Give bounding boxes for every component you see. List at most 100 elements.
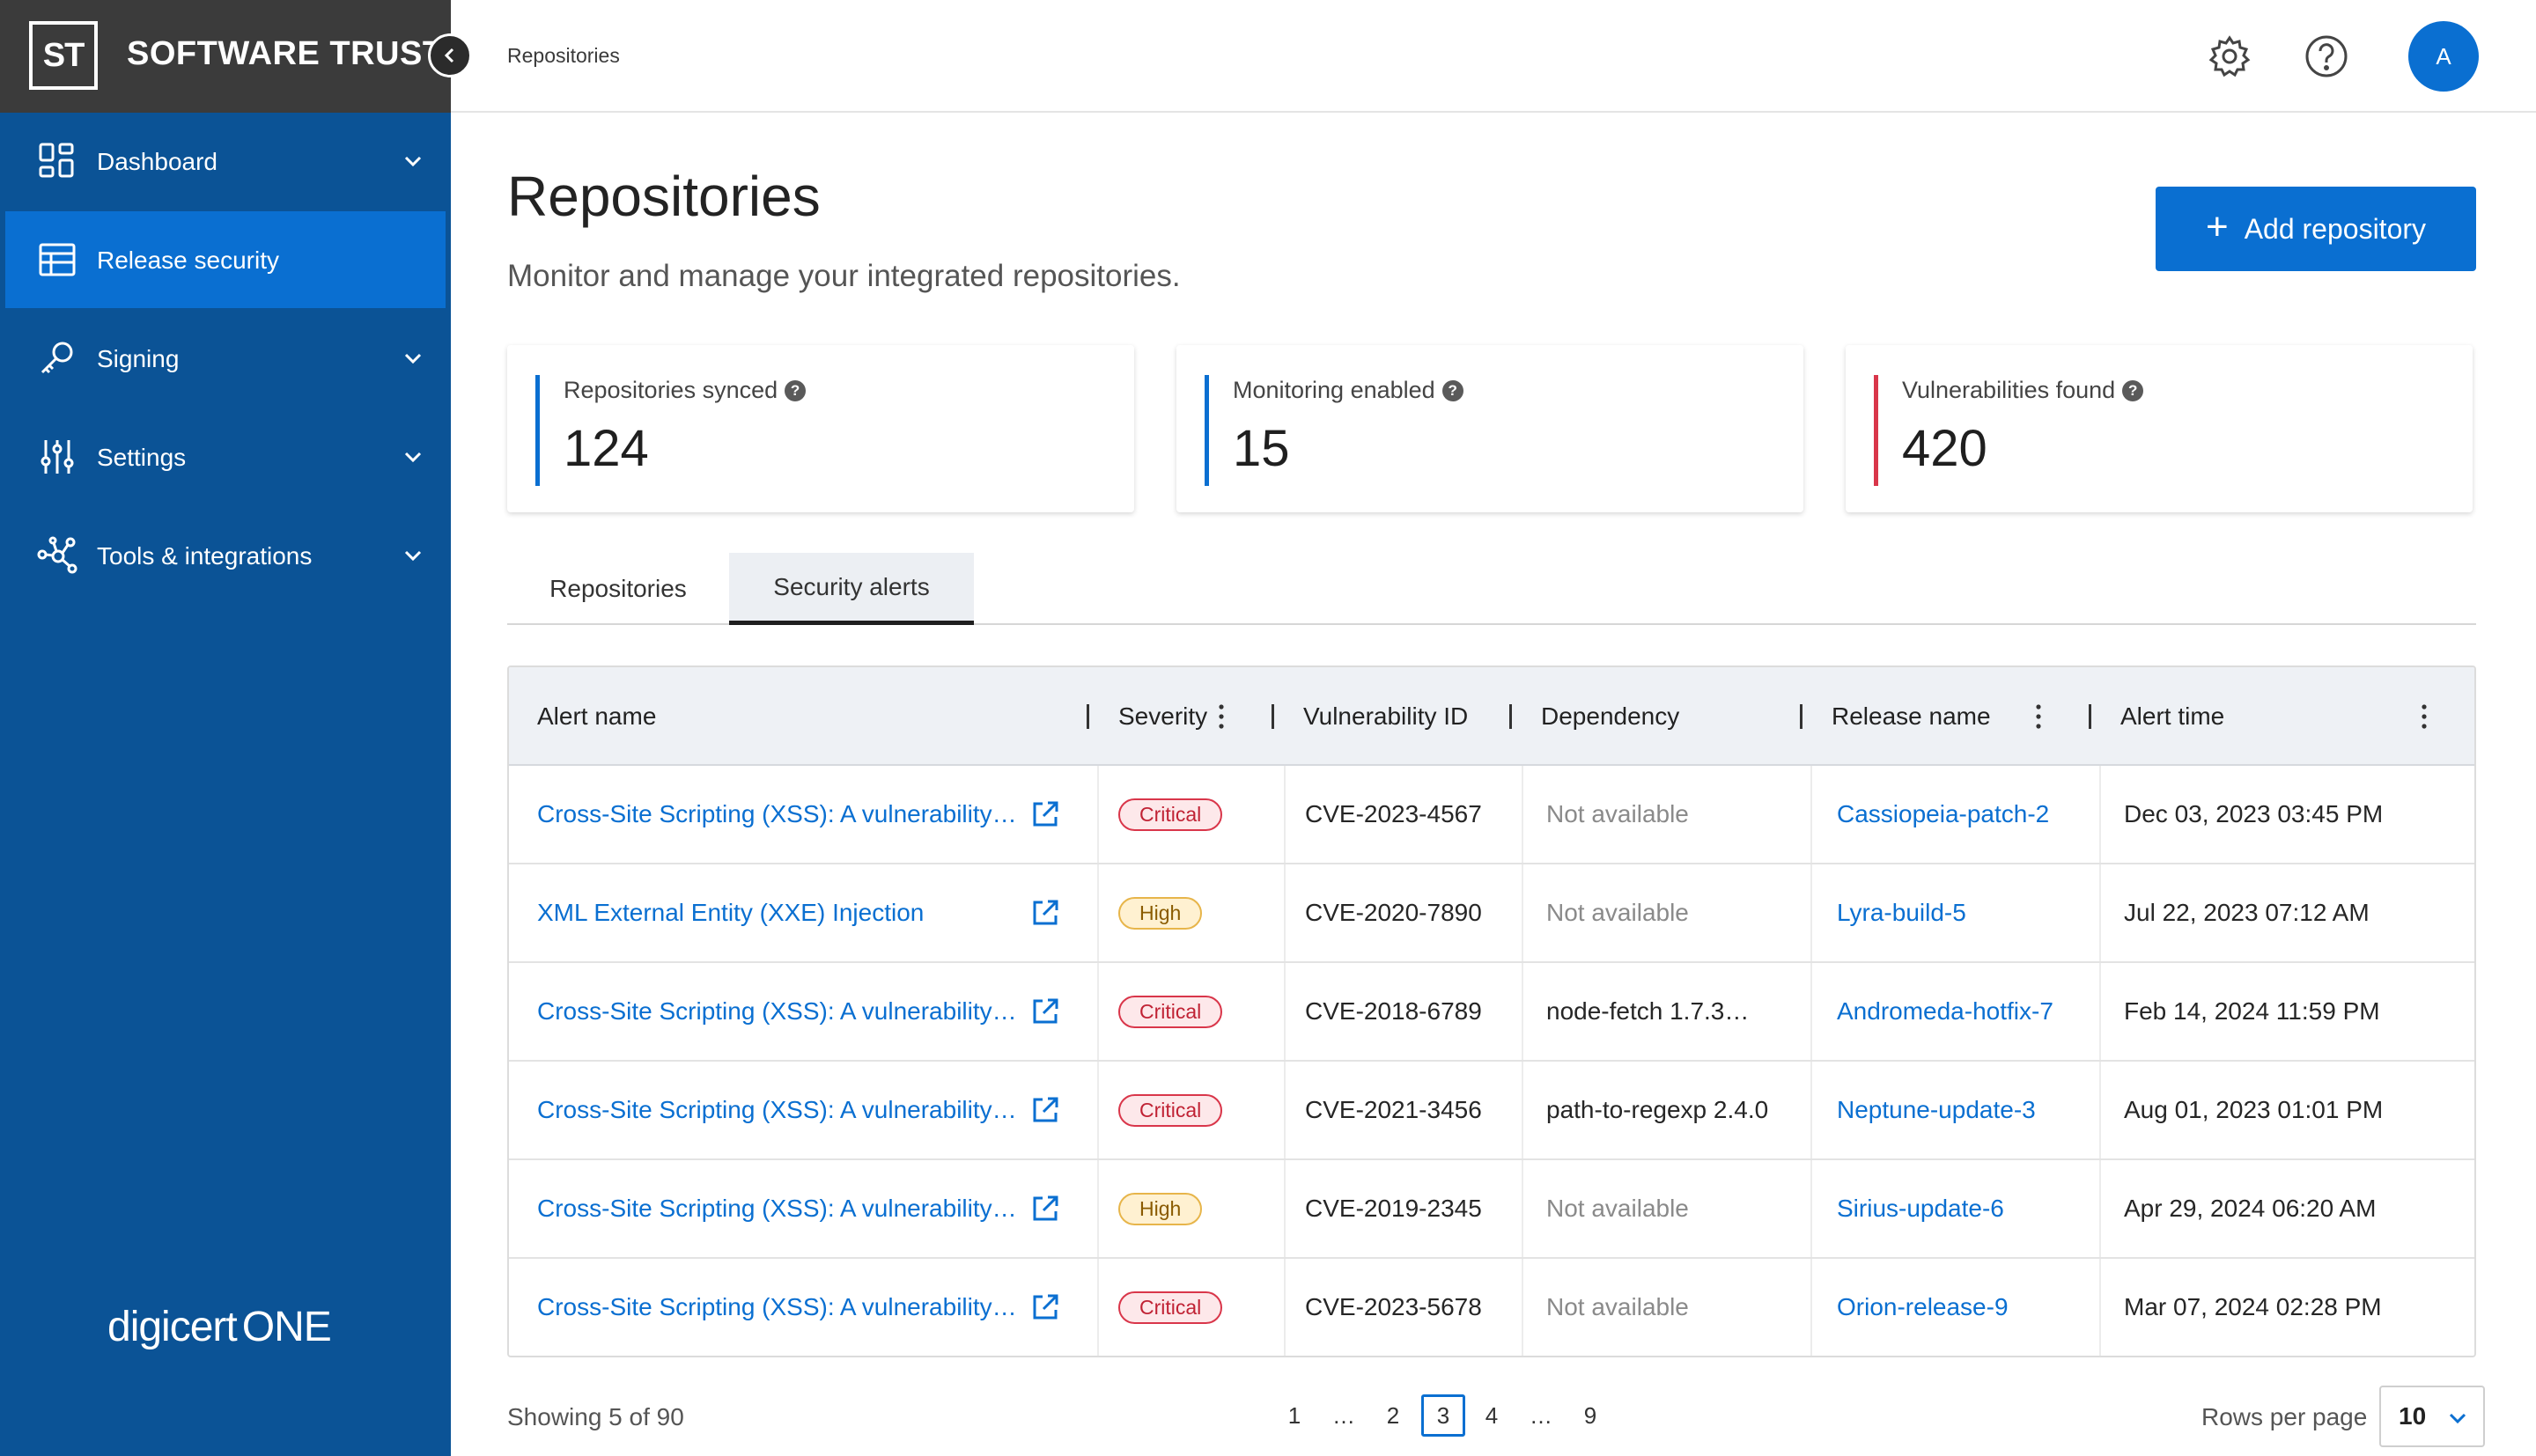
sidebar-item-signing[interactable]: Signing <box>5 310 446 407</box>
rows-per-page-select[interactable]: 10 <box>2379 1386 2485 1447</box>
kebab-menu-icon[interactable] <box>1219 703 1224 730</box>
network-nodes-icon <box>37 536 77 574</box>
table-icon <box>39 243 76 276</box>
page-title: Repositories <box>507 165 821 228</box>
table-row[interactable]: Cross-Site Scripting (XSS): A vulnerabil… <box>509 1160 2474 1259</box>
gear-icon[interactable] <box>2207 33 2252 79</box>
release-name-link[interactable]: Andromeda-hotfix-7 <box>1837 997 2053 1025</box>
page-2[interactable]: 2 <box>1386 1401 1400 1429</box>
vulnerability-id: CVE-2018-6789 <box>1305 997 1482 1025</box>
stat-label-text: Monitoring enabled <box>1233 377 1435 403</box>
external-link-icon[interactable] <box>1030 1292 1060 1322</box>
severity-badge: Critical <box>1118 1291 1223 1324</box>
dependency-value: Not available <box>1546 1293 1689 1320</box>
column-divider <box>1097 1160 1099 1257</box>
chevron-left-icon <box>444 48 454 63</box>
tab-repositories[interactable]: Repositories <box>549 575 687 602</box>
external-link-icon[interactable] <box>1030 1194 1060 1224</box>
tab-bar: Repositories Security alerts <box>507 553 2476 625</box>
collapse-sidebar-button[interactable] <box>428 33 472 77</box>
column-divider <box>1284 1259 1286 1356</box>
table-row[interactable]: XML External Entity (XXE) Injection High C… <box>509 864 2474 963</box>
column-divider <box>1522 864 1523 961</box>
alert-name-link[interactable]: Cross-Site Scripting (XSS): A vulnerabil… <box>537 997 1017 1025</box>
chevron-down-icon <box>404 452 422 463</box>
table-row[interactable]: Cross-Site Scripting (XSS): A vulnerabil… <box>509 1062 2474 1160</box>
alert-name-link[interactable]: XML External Entity (XXE) Injection <box>537 899 925 926</box>
column-resize-handle[interactable] <box>2089 704 2091 729</box>
column-divider <box>2099 1160 2101 1257</box>
alert-time: Jul 22, 2023 07:12 AM <box>2124 899 2370 926</box>
sidebar-item-tools-integrations[interactable]: Tools & integrations <box>5 507 446 604</box>
tab-security-alerts[interactable]: Security alerts <box>729 553 974 625</box>
column-divider <box>1810 864 1812 961</box>
release-name-link[interactable]: Cassiopeia-patch-2 <box>1837 800 2050 827</box>
sidebar-item-label: Signing <box>97 345 180 372</box>
top-bar: Repositories A <box>451 0 2536 113</box>
column-resize-handle[interactable] <box>1509 704 1512 729</box>
alert-name-link[interactable]: Cross-Site Scripting (XSS): A vulnerabil… <box>537 800 1017 827</box>
add-repository-button[interactable]: + Add repository <box>2156 187 2476 271</box>
help-icon[interactable]: ? <box>785 379 807 401</box>
help-circle-icon[interactable] <box>2304 33 2349 79</box>
stat-label: Vulnerabilities found? <box>1902 377 2144 404</box>
column-header-vulnerability-id[interactable]: Vulnerability ID <box>1303 702 1469 730</box>
column-header-release-name[interactable]: Release name <box>1832 702 1991 730</box>
stat-card-vulnerabilities-found: Vulnerabilities found? 420 <box>1846 345 2473 512</box>
alert-name-link[interactable]: Cross-Site Scripting (XSS): A vulnerabil… <box>537 1293 1017 1320</box>
kebab-menu-icon[interactable] <box>2036 703 2041 730</box>
column-divider <box>1284 864 1286 961</box>
external-link-icon[interactable] <box>1030 799 1060 829</box>
column-header-alert-name[interactable]: Alert name <box>537 702 657 730</box>
alert-time: Dec 03, 2023 03:45 PM <box>2124 800 2384 827</box>
external-link-icon[interactable] <box>1030 996 1060 1026</box>
vulnerability-id: CVE-2023-5678 <box>1305 1293 1482 1320</box>
column-divider <box>1522 766 1523 863</box>
external-link-icon[interactable] <box>1030 1095 1060 1125</box>
rows-per-page-label: Rows per page <box>2201 1403 2368 1430</box>
alert-name-link[interactable]: Cross-Site Scripting (XSS): A vulnerabil… <box>537 1096 1017 1123</box>
logo-word: digicert <box>107 1304 238 1350</box>
column-resize-handle[interactable] <box>1800 704 1802 729</box>
logo-suffix: ONE <box>241 1304 332 1350</box>
column-resize-handle[interactable] <box>1087 704 1089 729</box>
alert-time: Aug 01, 2023 01:01 PM <box>2124 1096 2384 1123</box>
sidebar-item-release-security[interactable]: Release security <box>5 211 446 308</box>
column-header-dependency[interactable]: Dependency <box>1541 702 1680 730</box>
sidebar: ST SOFTWARE TRUST Dashboard Release secu… <box>0 0 451 1456</box>
alert-name-link[interactable]: Cross-Site Scripting (XSS): A vulnerabil… <box>537 1195 1017 1222</box>
key-icon <box>41 342 73 374</box>
column-divider <box>1097 864 1099 961</box>
breadcrumb[interactable]: Repositories <box>507 44 620 67</box>
release-name-link[interactable]: Neptune-update-3 <box>1837 1096 2036 1123</box>
column-header-alert-time[interactable]: Alert time <box>2120 702 2225 730</box>
stat-card-repositories-synced: Repositories synced? 124 <box>507 345 1134 512</box>
page-4[interactable]: 4 <box>1485 1401 1499 1429</box>
stat-label-text: Repositories synced <box>564 377 778 403</box>
page-3-current[interactable]: 3 <box>1421 1394 1465 1437</box>
column-resize-handle[interactable] <box>1272 704 1274 729</box>
plus-icon: + <box>2205 205 2229 248</box>
column-divider <box>1522 1062 1523 1158</box>
severity-badge: Critical <box>1118 798 1223 831</box>
chevron-down-icon <box>404 550 422 562</box>
release-name-link[interactable]: Lyra-build-5 <box>1837 899 1966 926</box>
release-name-link[interactable]: Sirius-update-6 <box>1837 1195 2004 1222</box>
external-link-icon[interactable] <box>1030 898 1060 928</box>
help-icon[interactable]: ? <box>1441 379 1463 401</box>
kebab-menu-icon[interactable] <box>2422 703 2427 730</box>
table-row[interactable]: Cross-Site Scripting (XSS): A vulnerabil… <box>509 963 2474 1062</box>
table-row[interactable]: Cross-Site Scripting (XSS): A vulnerabil… <box>509 1259 2474 1356</box>
table-row[interactable]: Cross-Site Scripting (XSS): A vulnerabil… <box>509 766 2474 864</box>
stat-value: 420 <box>1902 420 1987 477</box>
column-header-severity[interactable]: Severity <box>1118 702 1208 730</box>
page-9[interactable]: 9 <box>1583 1401 1597 1429</box>
sidebar-item-dashboard[interactable]: Dashboard <box>5 113 446 210</box>
release-name-link[interactable]: Orion-release-9 <box>1837 1293 2009 1320</box>
sidebar-item-settings[interactable]: Settings <box>5 408 446 505</box>
help-icon[interactable]: ? <box>2122 379 2144 401</box>
sidebar-item-label: Dashboard <box>97 148 217 175</box>
page-1[interactable]: 1 <box>1287 1401 1301 1429</box>
user-avatar[interactable]: A <box>2408 21 2479 92</box>
column-divider <box>1810 766 1812 863</box>
